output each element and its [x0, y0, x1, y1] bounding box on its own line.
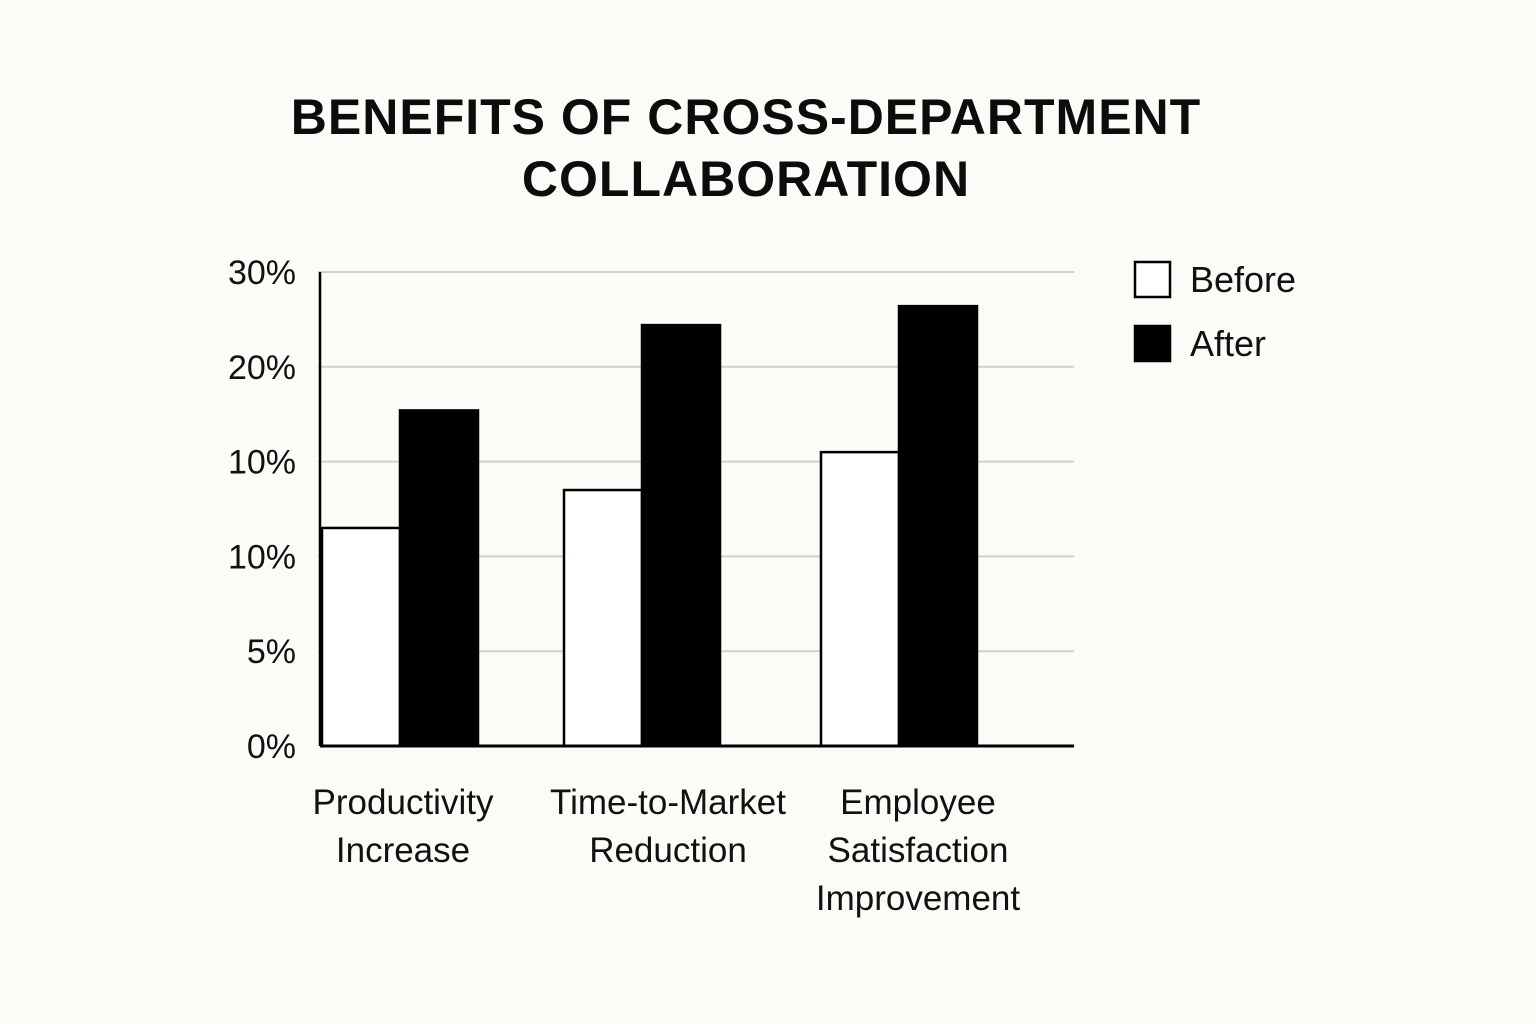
chart-title: BENEFITS OF CROSS-DEPARTMENT COLLABORATI…	[0, 86, 1492, 210]
x-category-label: Reduction	[589, 831, 747, 870]
bar-before	[562, 488, 644, 748]
x-category-label: Improvement	[816, 879, 1021, 918]
y-tick-label: 10%	[228, 444, 296, 482]
x-category-label: Increase	[336, 831, 470, 870]
y-tick-label: 30%	[228, 254, 296, 292]
y-tick-label: 0%	[247, 728, 296, 766]
legend-swatch-before	[1133, 260, 1172, 299]
x-category-label: Satisfaction	[828, 831, 1009, 870]
bar-after	[398, 409, 480, 748]
x-category-label: Employee	[840, 783, 996, 822]
bar-before	[320, 526, 402, 748]
legend-label-after: After	[1190, 323, 1266, 364]
chart-title-line-1: BENEFITS OF CROSS-DEPARTMENT	[290, 89, 1202, 145]
bar-after	[897, 304, 979, 748]
bar-after	[640, 323, 722, 748]
y-tick-label: 20%	[228, 349, 296, 387]
legend-label-before: Before	[1190, 259, 1296, 300]
axes	[318, 272, 1074, 748]
x-axis-category-labels: Productivity Increase Time-to-Market Reduct…	[313, 783, 1021, 918]
y-tick-label: 10%	[228, 538, 296, 576]
y-tick-label: 5%	[247, 633, 296, 671]
x-category-label: Productivity	[313, 783, 494, 822]
bar-before	[819, 450, 901, 748]
x-category-label: Time-to-Market	[550, 783, 786, 822]
legend: Before After	[1133, 259, 1296, 364]
chart-title-line-2: COLLABORATION	[521, 151, 971, 207]
bars	[320, 304, 979, 748]
y-axis-tick-labels: 0% 5% 10% 10% 20% 30%	[228, 254, 296, 766]
legend-swatch-after	[1133, 324, 1172, 363]
